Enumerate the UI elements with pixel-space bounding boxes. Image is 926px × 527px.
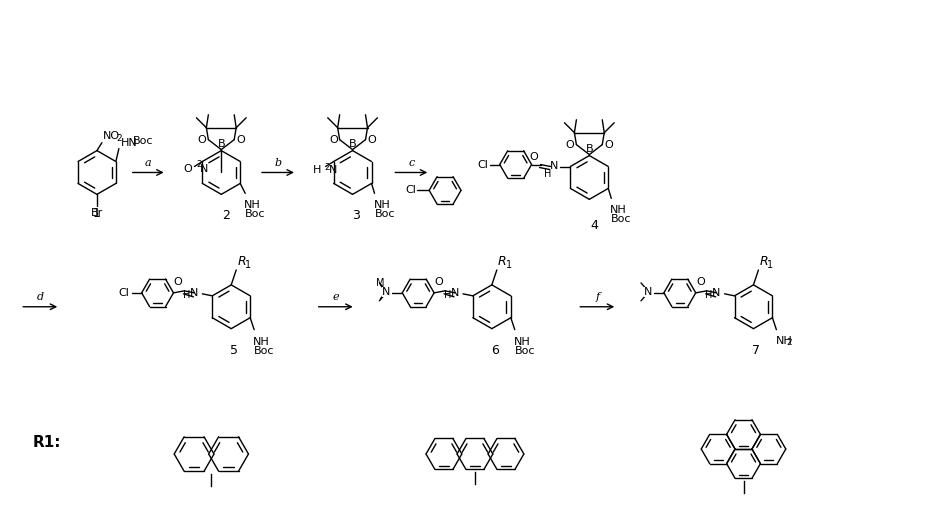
Text: R: R <box>498 255 507 268</box>
Text: f: f <box>595 292 599 302</box>
Text: 3: 3 <box>352 209 359 222</box>
Text: 2: 2 <box>222 209 231 222</box>
Text: N: N <box>644 287 652 297</box>
Text: H: H <box>183 290 191 300</box>
Text: O: O <box>368 135 376 144</box>
Text: B: B <box>218 139 225 149</box>
Text: 4: 4 <box>591 219 598 232</box>
Text: b: b <box>274 158 282 168</box>
Text: NH: NH <box>610 206 627 216</box>
Text: Boc: Boc <box>254 346 275 356</box>
Text: H: H <box>706 290 713 300</box>
Text: 2: 2 <box>117 134 122 143</box>
Text: 2: 2 <box>786 338 792 347</box>
Text: d: d <box>37 292 44 302</box>
Text: N: N <box>382 287 391 297</box>
Text: Br: Br <box>91 208 103 218</box>
Text: H: H <box>444 290 451 300</box>
Text: N: N <box>200 164 208 174</box>
Text: 1: 1 <box>768 260 773 270</box>
Text: B: B <box>585 143 594 153</box>
Text: O: O <box>329 135 338 144</box>
Text: R: R <box>237 255 245 268</box>
Text: N: N <box>382 287 391 297</box>
Text: Boc: Boc <box>515 346 535 356</box>
Text: N: N <box>550 161 558 171</box>
Text: 2: 2 <box>325 163 331 172</box>
Text: 1: 1 <box>506 260 512 270</box>
Text: O: O <box>530 152 539 162</box>
Text: Cl: Cl <box>119 288 130 298</box>
Text: M: M <box>376 278 384 288</box>
Text: Boc: Boc <box>611 214 632 225</box>
Text: 1: 1 <box>93 207 101 220</box>
Text: 6: 6 <box>491 344 499 357</box>
Text: O: O <box>197 135 206 144</box>
Text: NH: NH <box>775 336 792 346</box>
Text: HN: HN <box>121 138 138 148</box>
Text: O: O <box>566 140 574 150</box>
Text: 2: 2 <box>196 160 202 169</box>
Text: N: N <box>190 288 198 298</box>
Text: 1: 1 <box>245 260 251 270</box>
Text: R: R <box>759 255 768 268</box>
Text: Cl: Cl <box>406 186 417 196</box>
Text: NH: NH <box>253 337 269 347</box>
Text: R1:: R1: <box>33 435 61 450</box>
Text: e: e <box>332 292 339 302</box>
Text: H: H <box>313 165 321 175</box>
Text: O: O <box>174 277 182 287</box>
Text: Cl: Cl <box>477 160 488 170</box>
Text: O: O <box>605 140 613 150</box>
Text: c: c <box>408 158 415 168</box>
Text: a: a <box>144 158 152 168</box>
Text: Boc: Boc <box>245 209 266 219</box>
Text: O: O <box>434 277 443 287</box>
Text: O: O <box>183 163 193 173</box>
Text: B: B <box>349 139 357 149</box>
Text: O: O <box>696 277 705 287</box>
Text: Boc: Boc <box>374 209 395 219</box>
Text: NH: NH <box>244 200 261 210</box>
Text: 7: 7 <box>753 344 760 357</box>
Text: 5: 5 <box>231 344 238 357</box>
Text: Boc: Boc <box>132 135 154 145</box>
Text: NH: NH <box>514 337 531 347</box>
Text: H: H <box>544 169 552 179</box>
Text: N: N <box>329 165 337 175</box>
Text: NH: NH <box>373 200 390 210</box>
Text: N: N <box>451 288 459 298</box>
Text: NO: NO <box>103 131 120 141</box>
Text: O: O <box>236 135 245 144</box>
Text: N: N <box>712 288 720 298</box>
